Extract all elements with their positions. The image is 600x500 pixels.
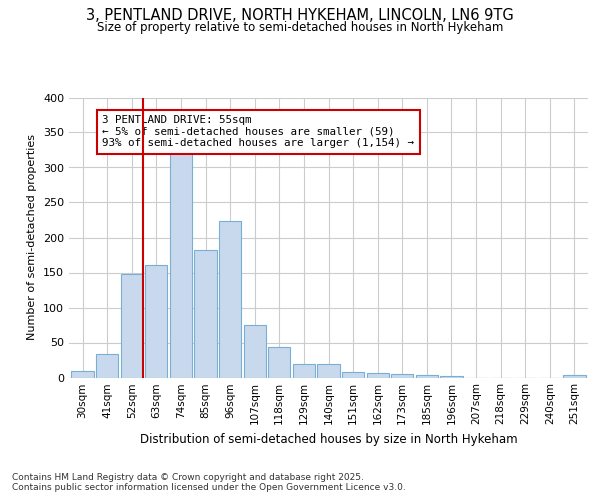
Bar (342, 372, 364, 378)
Text: Contains HM Land Registry data © Crown copyright and database right 2025.
Contai: Contains HM Land Registry data © Crown c… (12, 472, 406, 492)
Bar (317, 364, 340, 378)
Bar (563, 376, 586, 378)
Text: 3, PENTLAND DRIVE, NORTH HYKEHAM, LINCOLN, LN6 9TG: 3, PENTLAND DRIVE, NORTH HYKEHAM, LINCOL… (86, 8, 514, 22)
Bar (170, 146, 192, 378)
Bar (440, 376, 463, 378)
Bar (293, 364, 315, 378)
Bar (367, 372, 389, 378)
Text: Distribution of semi-detached houses by size in North Hykeham: Distribution of semi-detached houses by … (140, 432, 518, 446)
Bar (391, 374, 413, 378)
Bar (96, 354, 118, 378)
Bar (219, 220, 241, 378)
Bar (194, 250, 217, 378)
Bar (71, 370, 94, 378)
Bar (268, 346, 290, 378)
Bar (121, 274, 143, 378)
Bar (416, 376, 438, 378)
Y-axis label: Number of semi-detached properties: Number of semi-detached properties (28, 134, 37, 340)
Text: Size of property relative to semi-detached houses in North Hykeham: Size of property relative to semi-detach… (97, 21, 503, 34)
Text: 3 PENTLAND DRIVE: 55sqm
← 5% of semi-detached houses are smaller (59)
93% of sem: 3 PENTLAND DRIVE: 55sqm ← 5% of semi-det… (102, 115, 414, 148)
Bar (244, 325, 266, 378)
Bar (145, 265, 167, 378)
